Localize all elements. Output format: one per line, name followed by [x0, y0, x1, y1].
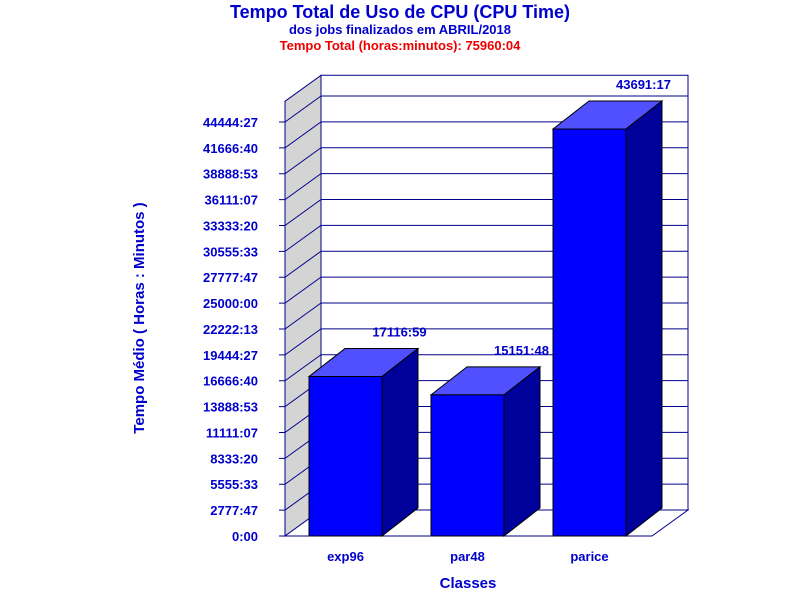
gridline-side	[284, 199, 322, 226]
y-tick-label: 11111:07	[206, 426, 258, 441]
bar-side	[503, 365, 541, 538]
y-tick-label: 27777:47	[203, 270, 258, 285]
y-tick-label: 0:00	[232, 529, 258, 544]
y-tick-label: 5555:33	[210, 477, 258, 492]
chart-subtitle: dos jobs finalizados em ABRIL/2018	[288, 22, 511, 37]
y-tick-label: 30555:33	[203, 244, 258, 259]
gridline-side	[284, 302, 322, 330]
gridline-side	[284, 95, 322, 123]
gridline-side	[284, 250, 322, 278]
gridline-side	[284, 173, 322, 201]
data-label: 43691:17	[616, 77, 671, 92]
y-tick-label: 22222:13	[203, 322, 258, 337]
y-tick-label: 16666:40	[203, 374, 258, 389]
y-tick-label: 36111:07	[204, 193, 258, 208]
y-axis-label: Tempo Médio ( Horas : Minutos )	[131, 202, 148, 433]
total-time-label: Tempo Total (horas:minutos): 75960:04	[279, 38, 521, 53]
chart-title: Tempo Total de Uso de CPU (CPU Time)	[229, 2, 571, 22]
data-label: 15151:48	[494, 343, 549, 358]
y-tick-label: 25000:00	[203, 296, 258, 311]
y-tick-label: 38888:53	[203, 167, 258, 182]
gridline-side	[284, 224, 322, 252]
y-tick-label: 8333:20	[210, 451, 258, 466]
y-tick-label: 33333:20	[203, 219, 258, 234]
y-tick-label: 13888:53	[203, 400, 258, 415]
x-tick-label: exp96	[327, 549, 364, 564]
x-tick-label: parice	[570, 549, 608, 564]
bar-side	[381, 347, 419, 538]
gridline-side	[284, 354, 322, 382]
y-tick-label: 2777:47	[210, 503, 258, 518]
bar	[308, 376, 383, 537]
gridline-side	[284, 147, 322, 175]
y-tick-label: 44444:27	[203, 115, 258, 130]
data-label: 17116:59	[372, 325, 426, 340]
gridline-side	[284, 276, 322, 304]
y-tick-label: 41666:40	[203, 141, 258, 156]
x-axis-label: Classes	[440, 575, 497, 592]
bar-side	[625, 99, 663, 538]
gridline-side	[284, 121, 322, 149]
gridline-side	[284, 328, 322, 356]
y-tick-label: 19444:27	[203, 348, 258, 363]
bar	[430, 394, 505, 537]
x-tick-label: par48	[450, 549, 485, 564]
bar	[552, 128, 627, 537]
